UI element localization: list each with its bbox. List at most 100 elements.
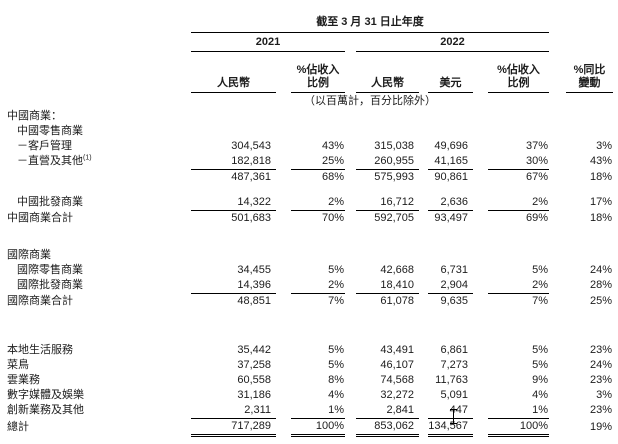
column-gap [473, 358, 488, 373]
col-header-yoy: %同比 變動 [566, 51, 613, 93]
cell-yoy: 23% [589, 404, 612, 417]
table-row: 創新業務及其他 2,311 1% 2,841 447 1% 23% [0, 403, 618, 419]
row-label: 國際商業 [0, 248, 191, 263]
cell-rmb-2021: 60,558 [237, 374, 271, 386]
column-gap [549, 109, 566, 124]
column-gap [345, 358, 356, 373]
column-gap [276, 419, 291, 436]
cell-rmb-2022: 43,491 [380, 344, 414, 356]
column-gap [419, 343, 428, 358]
section-divider [0, 185, 618, 195]
cell-rmb-2022: 46,107 [380, 359, 414, 371]
column-gap [419, 109, 428, 124]
column-gap [613, 139, 618, 154]
column-gap [473, 294, 488, 310]
column-gap [549, 358, 566, 373]
cell-rmb-2022: 18,410 [356, 278, 419, 294]
section-divider [0, 226, 618, 248]
segment-revenue-table: 截至 3 月 31 日止年度 2021 2022 人民幣 %佔收入 比例 [0, 6, 618, 437]
col-header-text: %佔收入 [296, 64, 340, 76]
row-label: －直營及其他(1) [0, 154, 191, 170]
cell-yoy [566, 124, 613, 139]
cell-rmb-2022 [356, 124, 419, 139]
cell-rmb-2022 [356, 248, 419, 263]
cell-yoy: 18% [589, 170, 612, 183]
cell-rmb-2022 [356, 109, 419, 124]
column-gap [419, 403, 428, 419]
column-gap [613, 358, 618, 373]
cell-pct-2021: 5% [328, 359, 344, 371]
cell-rmb-2022: 61,078 [380, 295, 414, 307]
column-gap [473, 419, 488, 436]
column-gap [613, 403, 618, 419]
table-row: 國際零售商業 34,455 5% 42,668 6,731 5% 24% [0, 263, 618, 278]
cell-pct-2022: 67% [525, 171, 548, 183]
column-gap [549, 419, 566, 436]
cell-usd-2022: 93,497 [434, 212, 468, 224]
table-row: 菜鳥 37,258 5% 46,107 7,273 5% 24% [0, 358, 618, 373]
cell-pct-2022: 5% [532, 264, 548, 276]
col-header-text: %佔收入 [497, 64, 540, 76]
column-gap [419, 170, 428, 186]
cell-rmb-2021: 31,186 [237, 389, 271, 401]
cell-pct-2022: 30% [488, 154, 549, 170]
column-gap [276, 170, 291, 186]
cell-rmb-2021: 14,322 [191, 195, 276, 211]
column-gap [613, 294, 618, 310]
cell-yoy: 19% [589, 420, 612, 433]
column-gap [345, 195, 356, 211]
cell-rmb-2022: 315,038 [374, 140, 414, 152]
column-gap [276, 195, 291, 211]
column-gap [345, 248, 356, 263]
column-gap [276, 139, 291, 154]
cell-pct-2021: 1% [291, 403, 345, 419]
column-gap [549, 195, 566, 211]
column-gap [549, 211, 566, 227]
cell-rmb-2021: 182,818 [191, 154, 276, 170]
cell-pct-2022: 2% [488, 195, 549, 211]
cell-usd-2022: 6,731 [440, 264, 468, 276]
column-gap [276, 388, 291, 403]
column-gap [419, 373, 428, 388]
year-header-2021: 2021 [191, 32, 345, 52]
cell-usd-2022: 49,696 [434, 140, 468, 152]
column-gap [345, 124, 356, 139]
col-header-text: 比例 [507, 77, 530, 89]
column-gap [613, 388, 618, 403]
cell-yoy: 18% [589, 211, 612, 224]
column-gap [419, 278, 428, 294]
column-gap [613, 109, 618, 124]
col-header-pct-2022: %佔收入 比例 [488, 51, 549, 93]
col-header-pct-2021: %佔收入 比例 [291, 51, 345, 93]
column-gap [549, 388, 566, 403]
column-gap [473, 124, 488, 139]
row-label: 國際商業合計 [0, 294, 191, 310]
cell-rmb-2022: 2,841 [356, 403, 419, 419]
cell-usd-2022: 7,273 [440, 359, 468, 371]
section-divider [0, 309, 618, 343]
cell-pct-2021: 25% [291, 154, 345, 170]
row-label-text: 數字媒體及娛樂 [7, 389, 84, 401]
column-gap [613, 373, 618, 388]
year-header-2022: 2022 [356, 32, 549, 52]
cell-rmb-2022: 42,668 [380, 264, 414, 276]
column-gap [473, 109, 488, 124]
table-row: 雲業務 60,558 8% 74,568 11,763 9% 23% [0, 373, 618, 388]
column-gap [419, 358, 428, 373]
cell-pct-2021: 5% [328, 264, 344, 276]
column-gap [613, 124, 618, 139]
row-label: 創新業務及其他 [0, 403, 191, 419]
col-header-rmb-2021: 人民幣 [191, 51, 276, 93]
column-gap [419, 195, 428, 211]
column-gap [549, 343, 566, 358]
cell-rmb-2022: 575,993 [374, 171, 414, 183]
row-label [0, 170, 191, 186]
column-gap [345, 170, 356, 186]
cell-rmb-2021 [191, 124, 276, 139]
column-gap [613, 343, 618, 358]
column-gap [276, 294, 291, 310]
cell-pct-2021 [291, 109, 345, 124]
row-label: －客戶管理 [0, 139, 191, 154]
row-label-text: 中國商業合計 [7, 211, 73, 224]
row-label-text: 本地生活服務 [7, 344, 73, 356]
